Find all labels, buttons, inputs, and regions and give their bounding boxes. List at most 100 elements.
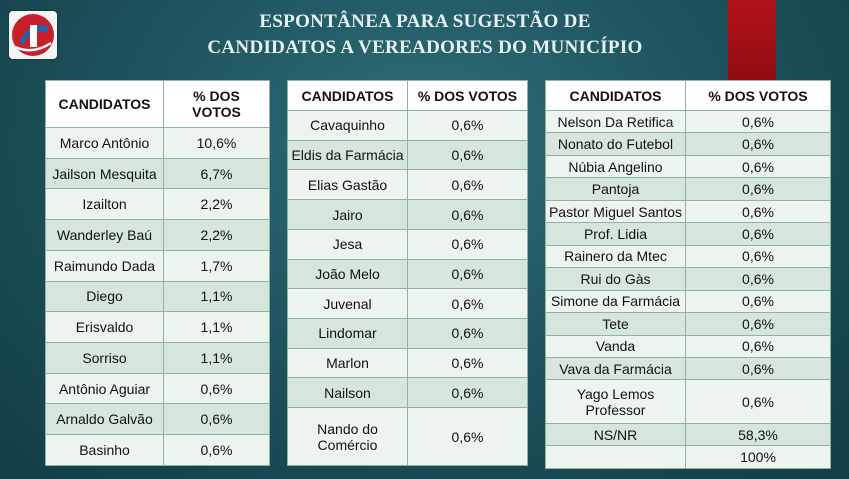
table-row: Arnaldo Galvão 0,6% [45,403,270,436]
vote-percent: 0,6% [685,334,831,358]
table-row: Marco Antônio 10,6% [45,127,270,159]
vote-percent: 10,6% [163,127,270,159]
table-row: Cavaquinho 0,6% [287,110,528,141]
candidate-name: Prof. Lidia [545,222,686,246]
candidate-name: Yago Lemos Professor [545,379,686,425]
candidate-name: Jailson Mesquita [45,157,164,190]
header-votos: % DOS VOTOS [685,80,831,111]
candidate-name: Nailson [287,377,408,409]
candidate-name: Arnaldo Galvão [45,403,164,436]
page-title: ESPONTÂNEA PARA SUGESTÃO DE CANDIDATOS A… [130,9,720,61]
candidate-name: Diego [45,280,164,313]
table-row: Basinho 0,6% [45,434,270,466]
vote-percent: 0,6% [407,407,528,466]
vote-percent: 0,6% [685,177,831,201]
table-row: Juvenal 0,6% [287,288,528,320]
candidate-name: Lindomar [287,318,408,349]
candidates-table-2: CANDIDATOS % DOS VOTOS Cavaquinho 0,6% Eld… [287,80,528,466]
table-row: Diego 1,1% [45,280,270,313]
vote-percent: 0,6% [407,169,528,201]
vote-percent: 0,6% [163,434,270,466]
vote-percent: 100% [685,445,831,469]
table-row: Marlon 0,6% [287,347,528,379]
table-row: Nonato do Futebol 0,6% [545,132,831,156]
candidates-table-3: CANDIDATOS % DOS VOTOS Nelson Da Retific… [545,80,831,469]
candidate-name: Cavaquinho [287,110,408,141]
vote-percent: 0,6% [685,154,831,179]
header-candidatos: CANDIDATOS [287,80,408,111]
accent-bar [728,0,776,80]
table-row: Raimundo Dada 1,7% [45,249,270,282]
table-row: Pantoja 0,6% [545,177,831,201]
table-row: Simone da Farmácia 0,6% [545,289,831,314]
candidate-name: Vanda [545,334,686,358]
candidate-name: Nando do Comércio [287,407,408,466]
vote-percent: 0,6% [407,288,528,320]
header-candidatos: CANDIDATOS [45,80,164,128]
table-row: Rui do Gàs 0,6% [545,267,831,291]
candidate-name: Eldis da Farmácia [287,139,408,171]
candidate-name: Nelson Da Retifica [545,109,686,134]
title-line-2: CANDIDATOS A VEREADORES DO MUNICÍPIO [207,37,643,58]
candidate-name: Rainero da Mtec [545,244,686,269]
table-row: NS/NR 58,3% [545,423,831,447]
vote-percent: 2,2% [163,188,270,221]
vote-percent: 1,7% [163,249,270,282]
candidate-name: NS/NR [545,423,686,447]
candidate-name: Rui do Gàs [545,267,686,291]
vote-percent: 6,7% [163,157,270,190]
vote-percent: 0,6% [685,244,831,269]
table-row: Izailton 2,2% [45,188,270,221]
vote-percent: 0,6% [163,403,270,436]
table-row: Antônio Aguiar 0,6% [45,372,270,405]
vote-percent: 0,6% [685,109,831,134]
vote-percent: 1,1% [163,280,270,313]
candidate-name: Marlon [287,347,408,379]
vote-percent: 0,6% [685,199,831,224]
candidate-name: Elias Gastão [287,169,408,201]
table-row: Prof. Lidia 0,6% [545,222,831,246]
table-row: Jailson Mesquita 6,7% [45,157,270,190]
table-row: Wanderley Baú 2,2% [45,219,270,251]
table-row: 100% [545,445,831,469]
vote-percent: 0,6% [685,312,831,336]
table-row: Eldis da Farmácia 0,6% [287,139,528,171]
table-row: Jesa 0,6% [287,228,528,260]
candidate-name: Nonato do Futebol [545,132,686,156]
candidate-name: Erisvaldo [45,311,164,344]
table-row: João Melo 0,6% [287,258,528,290]
candidate-name: Jairo [287,199,408,230]
vote-percent: 0,6% [407,110,528,141]
title-line-1: ESPONTÂNEA PARA SUGESTÃO DE [259,11,591,32]
candidate-name: Basinho [45,434,164,466]
candidates-table-1: CANDIDATOS % DOS VOTOS Marco Antônio 10,6… [45,80,270,466]
candidate-name: Raimundo Dada [45,249,164,282]
table-row: Pastor Miguel Santos 0,6% [545,199,831,224]
header-votos: % DOS VOTOS [163,80,270,128]
vote-percent: 0,6% [407,199,528,230]
vote-percent: 0,6% [685,132,831,156]
candidate-name: Tete [545,312,686,336]
vote-percent: 2,2% [163,219,270,251]
table-row: Lindomar 0,6% [287,318,528,349]
table-row: Nando do Comércio 0,6% [287,407,528,466]
vote-percent: 0,6% [685,379,831,425]
header-votos: % DOS VOTOS [407,80,528,111]
candidate-name: Núbia Angelino [545,154,686,179]
candidate-name [545,445,686,469]
vote-percent: 0,6% [685,356,831,381]
table-row: Núbia Angelino 0,6% [545,154,831,179]
table-row: Elias Gastão 0,6% [287,169,528,201]
candidate-name: Juvenal [287,288,408,320]
table-row: Jairo 0,6% [287,199,528,230]
vote-percent: 1,1% [163,311,270,344]
vote-percent: 1,1% [163,342,270,374]
table-row: Vanda 0,6% [545,334,831,358]
vote-percent: 58,3% [685,423,831,447]
vote-percent: 0,6% [407,377,528,409]
vote-percent: 0,6% [407,258,528,290]
vote-percent: 0,6% [407,228,528,260]
candidate-name: Pantoja [545,177,686,201]
table-row: Tete 0,6% [545,312,831,336]
candidate-name: Vava da Farmácia [545,356,686,381]
